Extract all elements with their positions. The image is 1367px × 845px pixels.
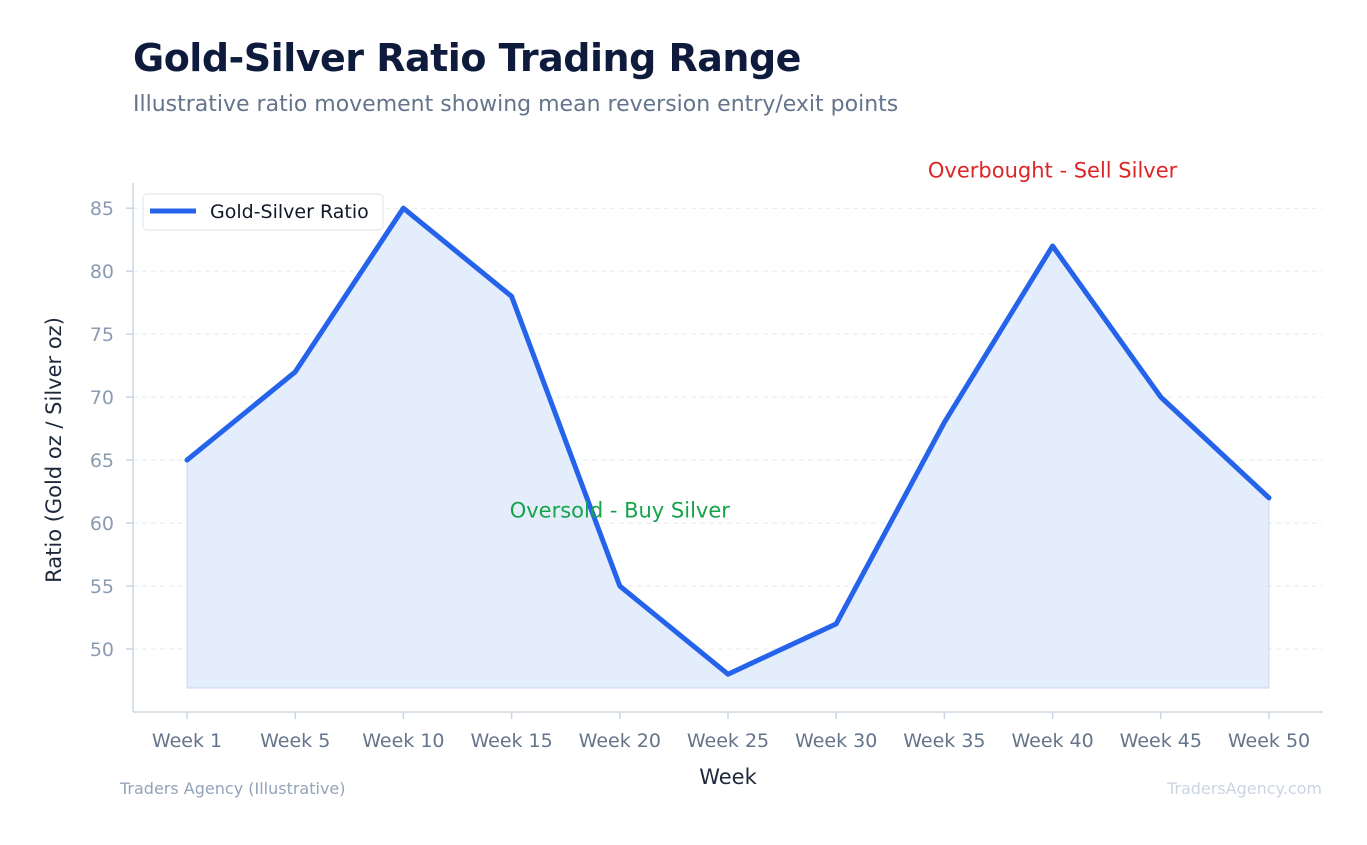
y-tick-label: 55 (90, 576, 114, 598)
annotation-label: Oversold - Buy Silver (510, 498, 731, 522)
annotation-label: Overbought - Sell Silver (928, 158, 1178, 182)
x-tick-label: Week 50 (1228, 730, 1310, 752)
x-tick-label: Week 30 (795, 730, 877, 752)
legend-box (142, 193, 384, 231)
x-tick-labels: Week 1 Week 5 Week 10 Week 15 Week 20 Week 25… (152, 712, 1310, 752)
y-tick-label: 60 (90, 513, 114, 535)
x-tick-label: Week 5 (260, 730, 330, 752)
y-tick-label: 65 (90, 450, 114, 472)
y-tick-label: 70 (90, 387, 114, 409)
chart-subtitle: Illustrative ratio movement showing mean… (133, 92, 899, 117)
y-tick-label: 75 (90, 324, 114, 346)
series-area-fill (186, 207, 1270, 689)
x-tick-label: Week 20 (579, 730, 661, 752)
x-axis-label: Week (699, 765, 757, 789)
footer-watermark: TradersAgency.com (1166, 779, 1322, 798)
series-line (184, 205, 1272, 677)
y-tick-label: 50 (90, 639, 114, 661)
x-tick-label: Week 40 (1011, 730, 1093, 752)
x-tick-label: Week 15 (470, 730, 552, 752)
x-tick-label: Week 1 (152, 730, 222, 752)
annotations: Overbought - Sell Silver Oversold - Buy S… (510, 158, 1178, 522)
x-tick-label: Week 10 (362, 730, 444, 752)
x-tick-label: Week 25 (687, 730, 769, 752)
y-axis-label: Ratio (Gold oz / Silver oz) (42, 317, 66, 583)
legend-label: Gold-Silver Ratio (210, 201, 369, 223)
y-tick-label: 80 (90, 261, 114, 283)
x-tick-label: Week 35 (903, 730, 985, 752)
chart-title: Gold-Silver Ratio Trading Range (133, 36, 801, 80)
legend: Gold-Silver Ratio (142, 193, 384, 231)
y-tick-labels: 50 55 60 65 70 75 80 85 (90, 198, 133, 661)
y-tick-label: 85 (90, 198, 114, 220)
x-tick-label: Week 45 (1120, 730, 1202, 752)
footer-source: Traders Agency (Illustrative) (120, 779, 346, 798)
